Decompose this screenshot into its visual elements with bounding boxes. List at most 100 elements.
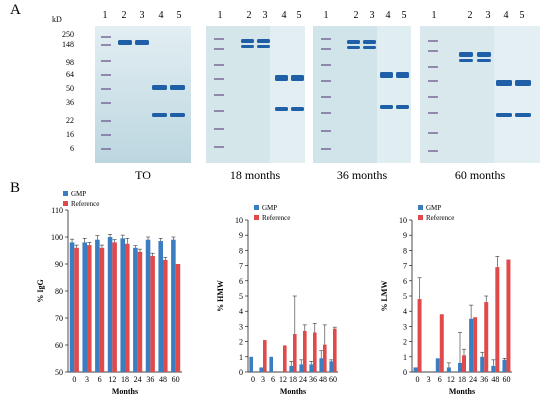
bar-reference-24 (303, 330, 307, 372)
bar-gmp-18 (289, 365, 293, 372)
x-tick-label: 24 (134, 375, 142, 384)
gel-1-ladder (101, 36, 111, 150)
bar-gmp-36 (145, 239, 151, 372)
bar-gmp-60 (171, 239, 176, 372)
gel-4-bands (459, 52, 531, 117)
bar-gmp-3 (259, 367, 263, 372)
gel1-lane2: 2 (121, 10, 127, 21)
legend-swatch-reference (418, 215, 423, 220)
gel-images (95, 26, 540, 163)
y-axis-label: % HMW (216, 280, 225, 312)
bar-reference-0 (74, 247, 79, 372)
bar-gmp-48 (319, 358, 323, 372)
y-tick-label: 3 (403, 322, 407, 331)
y-axis-label: % IgG (36, 279, 45, 302)
x-tick-label: 18 (458, 375, 466, 384)
legend-label-gmp: GMP (71, 190, 86, 198)
marker-98: 98 (66, 58, 74, 67)
y-tick-label: 7 (239, 262, 243, 271)
marker-36: 36 (66, 98, 74, 107)
bar-reference-24 (473, 317, 478, 372)
bar-gmp-24 (133, 247, 138, 372)
bar-gmp-0 (249, 356, 253, 372)
gel4-lane3: 3 (485, 10, 491, 21)
gel4-lane2: 2 (467, 10, 473, 21)
lane-numbers-row: 1 2 3 4 5 1 2 3 4 5 1 2 3 4 5 1 2 3 4 5 (0, 10, 550, 24)
bar-reference-6 (99, 247, 105, 372)
y-tick-label: 6 (403, 277, 407, 286)
legend-swatch-gmp (63, 191, 68, 196)
kd-unit-label: kD (52, 15, 62, 24)
x-tick-label: 3 (261, 375, 265, 384)
gel-1-caption: TO (135, 168, 151, 182)
y-tick-label: 9 (239, 231, 243, 240)
y-tick-label: 10 (235, 216, 243, 225)
y-tick-label: 4 (239, 307, 243, 316)
bar-reference-12 (112, 242, 117, 372)
legend-swatch-gmp (254, 205, 259, 210)
marker-148: 148 (62, 40, 74, 49)
gel3-lane4: 4 (385, 10, 391, 21)
bar-reference-0 (417, 299, 422, 372)
x-tick-label: 0 (72, 375, 76, 384)
x-tick-label: 12 (447, 375, 455, 384)
bar-reference-18 (293, 334, 297, 372)
gel4-lane5: 5 (519, 10, 525, 21)
gel-1 (95, 26, 191, 163)
x-axis-label: Months (449, 387, 475, 396)
x-tick-label: 6 (271, 375, 275, 384)
bar-reference-12 (283, 345, 287, 372)
y-tick-label: 4 (403, 307, 407, 316)
y-tick-label: 7 (403, 262, 407, 271)
bar-gmp-60 (329, 361, 333, 372)
bar-reference-36 (150, 255, 155, 372)
x-tick-label: 60 (329, 375, 337, 384)
bar-reference-48 (163, 259, 168, 372)
y-tick-label: 90 (55, 260, 63, 269)
x-tick-label: 3 (427, 375, 431, 384)
gel2-lane4: 4 (281, 10, 287, 21)
y-tick-label: 2 (239, 338, 243, 347)
x-tick-label: 0 (251, 375, 255, 384)
y-tick-label: 70 (55, 314, 63, 323)
bar-gmp-36 (480, 356, 485, 372)
bar-gmp-3 (82, 242, 87, 372)
bar-gmp-6 (95, 239, 100, 372)
y-axis-label: % LMW (380, 281, 389, 312)
gel1-lane3: 3 (139, 10, 145, 21)
marker-22: 22 (66, 116, 74, 125)
y-tick-label: 0 (239, 368, 243, 377)
bar-reference-60 (333, 328, 337, 372)
panel-b-label: B (10, 180, 21, 196)
x-tick-label: 36 (480, 375, 488, 384)
gel3-lane3: 3 (369, 10, 375, 21)
x-tick-label: 6 (98, 375, 102, 384)
bar-reference-48 (323, 344, 327, 372)
bar-gmp-60 (502, 359, 507, 372)
gel-1-bands (118, 40, 185, 117)
x-tick-label: 48 (159, 375, 167, 384)
x-tick-label: 3 (85, 375, 89, 384)
legend-swatch-reference (63, 201, 68, 206)
gel4-lane4: 4 (503, 10, 509, 21)
legend-swatch-gmp (418, 205, 423, 210)
bar-gmp-12 (107, 237, 113, 372)
gel-3 (313, 26, 411, 163)
y-tick-label: 8 (403, 246, 407, 255)
bar-reference-6 (439, 314, 444, 372)
gel2-lane1: 1 (217, 10, 223, 21)
legend-label-gmp: GMP (426, 204, 441, 212)
x-tick-label: 36 (309, 375, 317, 384)
gel-4-caption: 60 months (454, 168, 506, 182)
y-tick-label: 10 (399, 216, 407, 225)
gel3-lane2: 2 (353, 10, 359, 21)
legend-label-reference: Reference (426, 214, 454, 222)
bar-gmp-0 (413, 367, 418, 372)
bar-gmp-24 (469, 318, 474, 372)
gel1-lane1: 1 (102, 10, 108, 21)
bar-reference-60 (175, 264, 181, 372)
x-tick-label: 60 (502, 375, 510, 384)
bar-gmp-48 (491, 365, 496, 372)
